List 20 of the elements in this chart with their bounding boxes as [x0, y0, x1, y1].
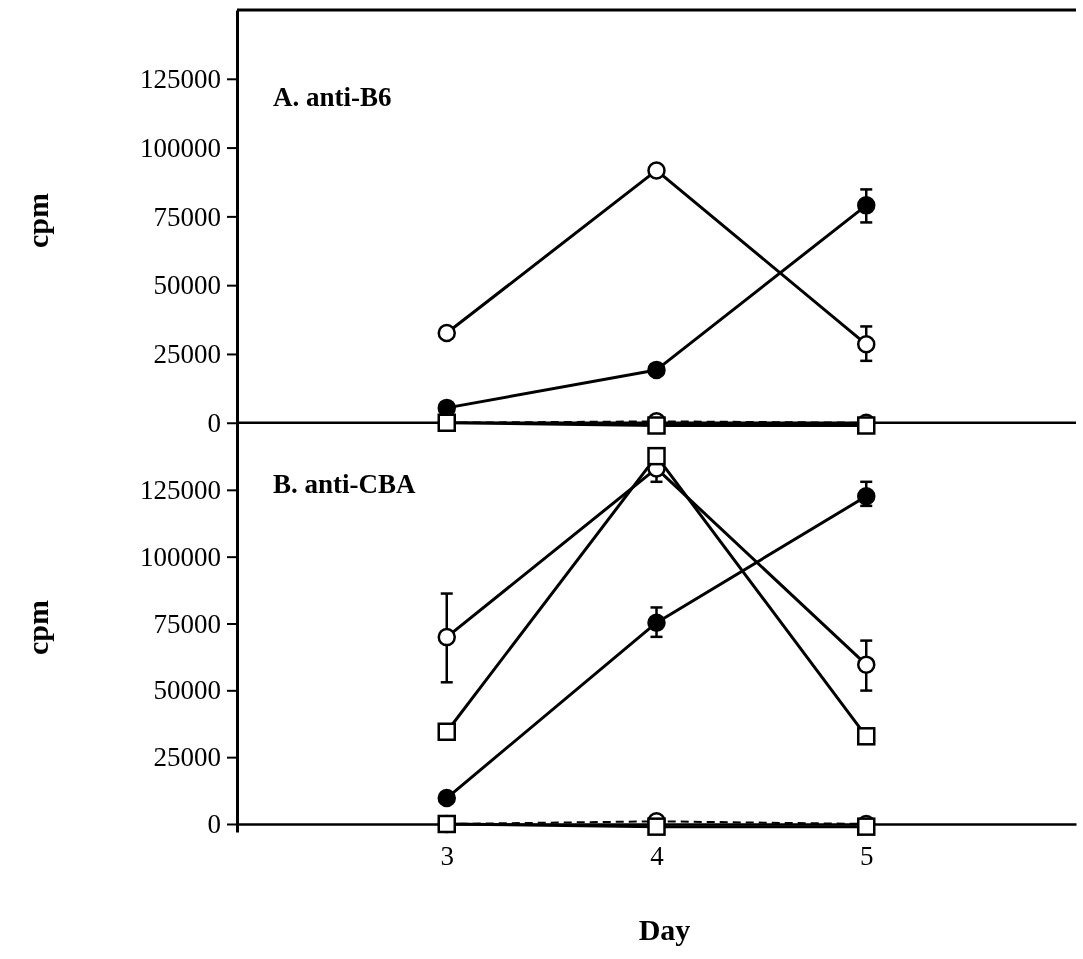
x-axis-title: Day — [638, 913, 691, 946]
text: B. anti-CBA — [273, 469, 417, 499]
y-tick-label: 75000 — [153, 608, 221, 639]
y-tick-label: 125000 — [140, 474, 221, 505]
y-tick-label: 100000 — [140, 132, 221, 163]
y-axis-title: cpm — [21, 193, 54, 248]
y-tick-label: 0 — [207, 809, 221, 840]
y-tick-label: 50000 — [153, 675, 221, 706]
y-tick-label: 125000 — [140, 63, 221, 94]
y-tick-label: 25000 — [153, 339, 221, 370]
y-tick-label: 0 — [207, 407, 221, 438]
x-tick-label: 5 — [860, 841, 874, 872]
y-axis-title: cpm — [21, 600, 54, 655]
x-tick-label: 4 — [650, 841, 665, 872]
y-tick-label: 75000 — [153, 201, 221, 232]
text: A. anti-B6 — [273, 82, 392, 112]
x-tick-label: 3 — [440, 841, 454, 872]
y-tick-label: 100000 — [140, 541, 221, 572]
y-tick-label: 25000 — [153, 742, 221, 773]
y-tick-label: 50000 — [153, 270, 221, 301]
